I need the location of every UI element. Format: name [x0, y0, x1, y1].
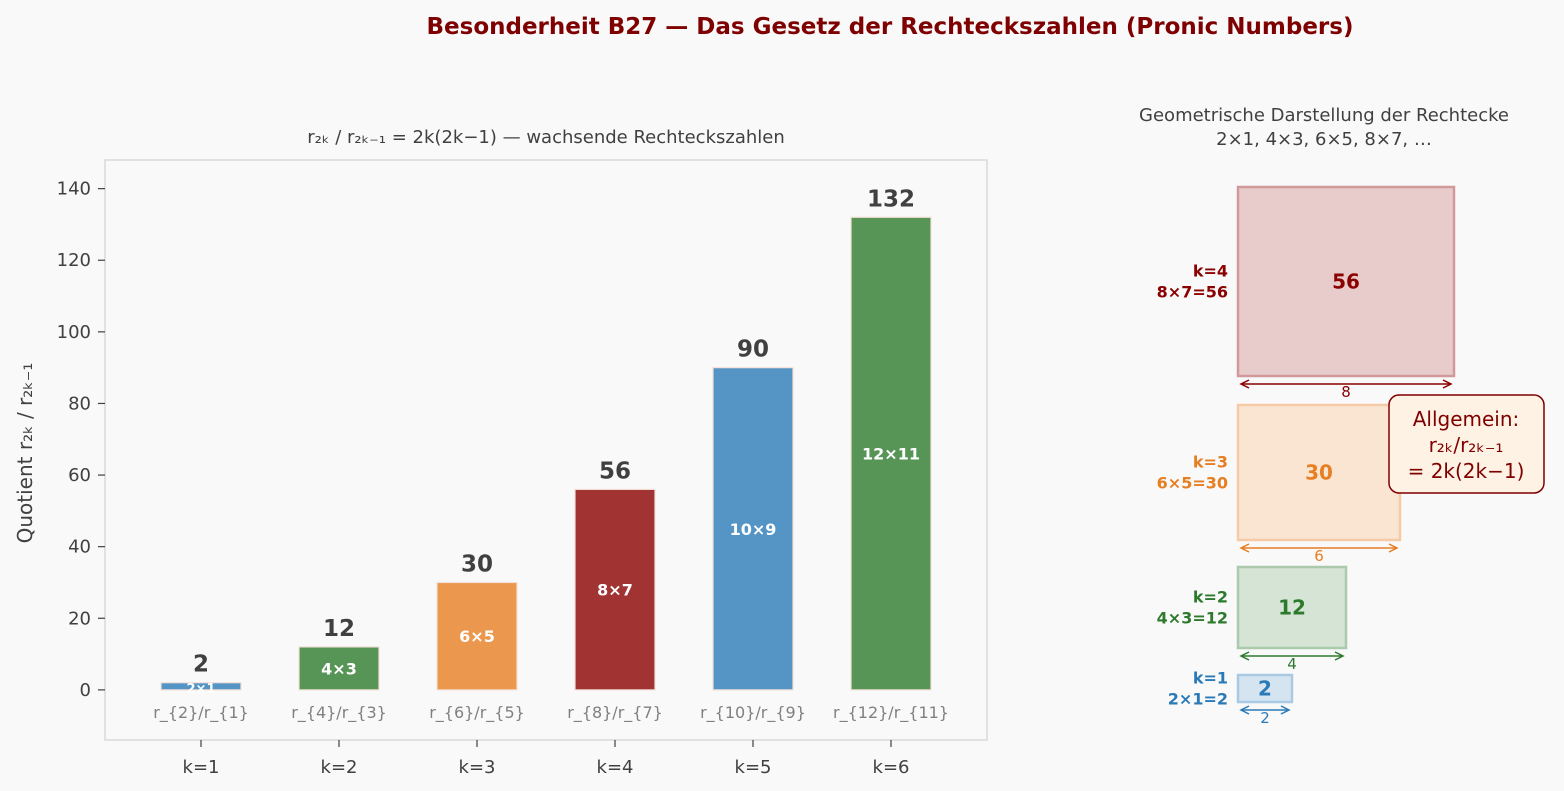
bar — [436, 581, 518, 691]
y-tick-label: 120 — [57, 250, 91, 271]
arrow-head-right — [1442, 379, 1453, 389]
bar-value-label: 30 — [461, 551, 493, 577]
pronic-rectangle — [1236, 673, 1294, 704]
ratio-label: r_{4}/r_{3} — [291, 703, 387, 723]
bar — [160, 682, 242, 691]
y-axis-label: Quotient r₂ₖ / r₂ₖ₋₁ — [13, 363, 37, 544]
bar — [850, 216, 932, 691]
pronic-rectangle — [1236, 185, 1456, 378]
geometry-title-line2: 2×1, 4×3, 6×5, 8×7, … — [1216, 129, 1432, 150]
bar-value-label: 132 — [867, 186, 915, 212]
rect-width-label: 2 — [1260, 709, 1270, 727]
rect-value-label: 56 — [1332, 270, 1360, 294]
y-tick-label: 100 — [57, 322, 91, 343]
rect-k-label: k=4 — [1193, 262, 1228, 281]
bar-inner-label: 12×11 — [862, 445, 920, 464]
rect-width-label: 4 — [1287, 655, 1297, 673]
ratio-label: r_{6}/r_{5} — [429, 703, 525, 723]
formula-line3: = 2k(2k−1) — [1408, 459, 1525, 483]
bar — [712, 367, 794, 691]
rect-k-label: k=3 — [1193, 453, 1228, 472]
arrow-head-left — [1239, 705, 1250, 715]
y-tick-label: 40 — [68, 537, 91, 558]
arrow-head-left — [1239, 543, 1250, 553]
formula-box-frame — [1388, 394, 1545, 494]
ratio-label: r_{8}/r_{7} — [567, 703, 663, 723]
y-tick-label: 20 — [68, 608, 91, 629]
rect-product-label: 6×5=30 — [1157, 474, 1228, 493]
y-ticks: 0 20 40 60 80 100 120 140 — [57, 179, 105, 701]
y-tick-label: 60 — [68, 465, 91, 486]
pronic-rectangle — [1236, 565, 1348, 650]
bar — [298, 646, 380, 691]
formula-box: Allgemein: r₂ₖ/r₂ₖ₋₁ = 2k(2k−1) — [1388, 394, 1545, 494]
bar-value-label: 56 — [599, 458, 631, 484]
rect-k-label: k=1 — [1193, 669, 1228, 688]
bar-inner-label: 2×1 — [187, 682, 216, 697]
pronic-rectangle — [1236, 403, 1402, 542]
arrow-head-left — [1239, 379, 1250, 389]
x-tick-label: k=1 — [183, 757, 220, 778]
x-tick-label: k=6 — [873, 757, 910, 778]
plot-area-frame — [104, 159, 988, 741]
geometry-panel: Geometrische Darstellung der Rechtecke 2… — [1139, 105, 1545, 727]
rectangles-group: 2 k=1 2×1=2 2 12 k=2 4×3=12 4 30 k=3 6×5=30 6 56 k=4 8… — [1157, 185, 1456, 727]
arrow-head-right — [1334, 651, 1345, 661]
rect-product-label: 4×3=12 — [1157, 609, 1228, 628]
ratio-label: r_{10}/r_{9} — [700, 703, 806, 723]
bar-value-label: 2 — [193, 652, 209, 678]
bar-chart-title: r₂ₖ / r₂ₖ₋₁ = 2k(2k−1) — wachsende Recht… — [307, 127, 785, 148]
ratio-label: r_{2}/r_{1} — [153, 703, 249, 723]
rect-k-label: k=2 — [1193, 588, 1228, 607]
ratio-label: r_{12}/r_{11} — [833, 703, 949, 723]
y-tick-label: 140 — [57, 179, 91, 200]
x-tick-label: k=4 — [597, 757, 634, 778]
figure-title: Besonderheit B27 — Das Gesetz der Rechte… — [427, 14, 1354, 40]
rect-product-label: 2×1=2 — [1168, 690, 1228, 709]
rect-width-label: 8 — [1341, 383, 1351, 401]
bar-chart: r₂ₖ / r₂ₖ₋₁ = 2k(2k−1) — wachsende Recht… — [13, 127, 988, 778]
bar-value-label: 90 — [737, 337, 769, 363]
x-tick-label: k=5 — [735, 757, 772, 778]
rect-value-label: 2 — [1258, 677, 1272, 701]
y-tick-label: 80 — [68, 393, 91, 414]
geometry-title-line1: Geometrische Darstellung der Rechtecke — [1139, 105, 1509, 126]
bar-inner-label: 4×3 — [321, 659, 357, 678]
y-tick-label: 0 — [80, 680, 91, 701]
rect-value-label: 30 — [1305, 461, 1333, 485]
bar — [574, 488, 656, 691]
rect-value-label: 12 — [1278, 596, 1306, 620]
bar-inner-label: 6×5 — [459, 627, 495, 646]
formula-line1: Allgemein: — [1413, 407, 1520, 431]
rect-product-label: 8×7=56 — [1157, 283, 1228, 302]
bar-value-label: 12 — [323, 616, 355, 642]
x-ticks: k=1 k=2 k=3 k=4 k=5 k=6 — [183, 740, 910, 778]
formula-line2: r₂ₖ/r₂ₖ₋₁ — [1429, 433, 1504, 457]
arrow-head-right — [1388, 543, 1399, 553]
bar-inner-label: 10×9 — [730, 520, 777, 539]
bars: 2 2×1 r_{2}/r_{1} 12 4×3 r_{4}/r_{3} 30 6×5 r_{6… — [153, 186, 949, 723]
x-tick-label: k=2 — [321, 757, 358, 778]
bar-inner-label: 8×7 — [597, 581, 633, 600]
x-tick-label: k=3 — [459, 757, 496, 778]
arrow-head-left — [1239, 651, 1250, 661]
arrow-head-right — [1280, 705, 1291, 715]
rect-width-label: 6 — [1314, 547, 1324, 565]
